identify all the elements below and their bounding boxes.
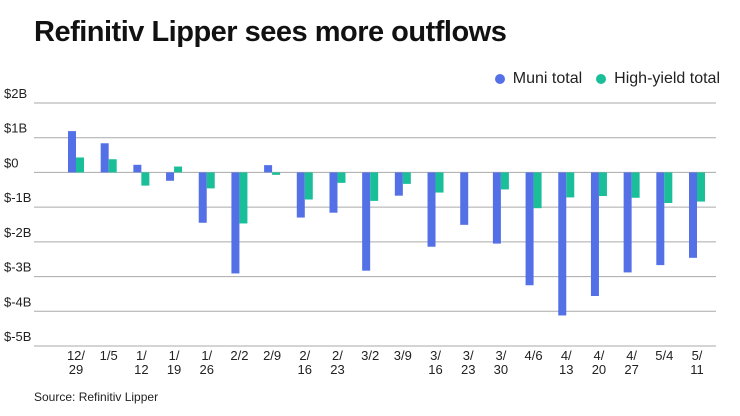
bar-high-yield	[174, 166, 183, 173]
y-tick-label: $-1B	[4, 190, 31, 205]
legend-swatch-muni	[494, 74, 505, 84]
x-tick-label: 1/	[136, 348, 147, 363]
x-tick-label: 30	[494, 362, 508, 377]
legend-label-high-yield: High-yield total	[614, 70, 720, 87]
x-tick-label: 16	[428, 362, 442, 377]
x-tick-label: 5/	[692, 348, 703, 363]
x-tick-label: 26	[200, 362, 214, 377]
bar-high-yield	[272, 172, 281, 175]
y-tick-label: $0	[4, 155, 18, 170]
x-tick-label: 4/6	[525, 348, 543, 363]
x-tick-label: 4/	[594, 348, 605, 363]
x-tick-label: 3/	[463, 348, 474, 363]
bar-muni	[329, 172, 338, 213]
bar-high-yield	[206, 172, 215, 189]
x-tick-label: 12/	[67, 348, 85, 363]
bar-muni	[166, 172, 175, 181]
source-note: Source: Refinitiv Lipper	[34, 390, 159, 404]
x-tick-label: 23	[461, 362, 475, 377]
x-tick-label: 4/	[626, 348, 637, 363]
bar-high-yield	[76, 157, 84, 173]
y-tick-label: $2B	[4, 86, 27, 101]
bar-muni	[623, 172, 632, 273]
bar-muni	[231, 172, 240, 274]
bar-high-yield	[697, 172, 705, 202]
bar-high-yield	[500, 172, 509, 190]
bar-muni	[198, 172, 207, 223]
bar-muni	[362, 172, 371, 271]
legend-item-muni: Muni total	[494, 70, 583, 88]
x-tick-label: 3/	[495, 348, 506, 363]
x-tick-label: 19	[167, 362, 181, 377]
bar-high-yield	[631, 172, 640, 198]
bar-muni	[460, 172, 469, 225]
legend-label-muni: Muni total	[512, 70, 583, 87]
x-tick-label: 1/5	[100, 348, 118, 363]
legend: Muni total High-yield total	[494, 70, 720, 88]
y-tick-label: $-3B	[4, 260, 31, 275]
x-tick-label: 4/	[561, 348, 572, 363]
x-tick-label: 12	[134, 362, 148, 377]
bar-high-yield	[435, 172, 444, 193]
bar-muni	[656, 172, 665, 266]
bar-high-yield	[141, 172, 150, 186]
x-tick-label: 1/	[169, 348, 180, 363]
y-tick-label: $1B	[4, 121, 27, 136]
bar-muni	[427, 172, 436, 247]
x-tick-label: 5/4	[655, 348, 673, 363]
bar-high-yield	[304, 172, 313, 200]
legend-swatch-high-yield	[596, 74, 607, 84]
bar-high-yield	[402, 172, 411, 184]
x-tick-label: 2/	[299, 348, 310, 363]
y-tick-label: $-4B	[4, 294, 31, 309]
x-tick-label: 2/2	[230, 348, 248, 363]
bar-muni	[689, 172, 697, 258]
y-tick-label: $-5B	[4, 329, 31, 344]
bar-muni	[264, 165, 273, 173]
x-tick-label: 2/	[332, 348, 343, 363]
x-tick-label: 13	[559, 362, 573, 377]
bar-muni	[590, 172, 599, 297]
x-tick-label: 23	[330, 362, 344, 377]
x-tick-label: 3/2	[361, 348, 379, 363]
bar-muni	[68, 131, 76, 173]
bar-muni	[100, 143, 109, 173]
bar-muni	[558, 172, 567, 316]
bar-muni	[525, 172, 534, 286]
bar-muni	[394, 172, 403, 196]
bar-high-yield	[370, 172, 379, 201]
bar-high-yield	[566, 172, 575, 198]
x-tick-label: 1/	[201, 348, 212, 363]
bar-high-yield	[533, 172, 542, 209]
chart-title: Refinitiv Lipper sees more outflows	[34, 16, 507, 48]
x-tick-label: 27	[624, 362, 638, 377]
bar-high-yield	[664, 172, 673, 203]
x-tick-label: 3/9	[394, 348, 412, 363]
legend-item-high-yield: High-yield total	[596, 70, 720, 88]
x-tick-label: 3/	[430, 348, 441, 363]
bar-high-yield	[337, 172, 346, 183]
x-tick-label: 29	[69, 362, 83, 377]
bar-high-yield	[239, 172, 248, 224]
bar-high-yield	[108, 159, 117, 173]
x-tick-label: 20	[592, 362, 606, 377]
bar-muni	[492, 172, 501, 244]
bar-muni	[296, 172, 305, 218]
x-tick-label: 16	[298, 362, 312, 377]
x-tick-label: 2/9	[263, 348, 281, 363]
bar-high-yield	[598, 172, 607, 197]
x-tick-label: 11	[690, 362, 704, 377]
bar-muni	[133, 164, 142, 173]
y-tick-label: $-2B	[4, 225, 31, 240]
